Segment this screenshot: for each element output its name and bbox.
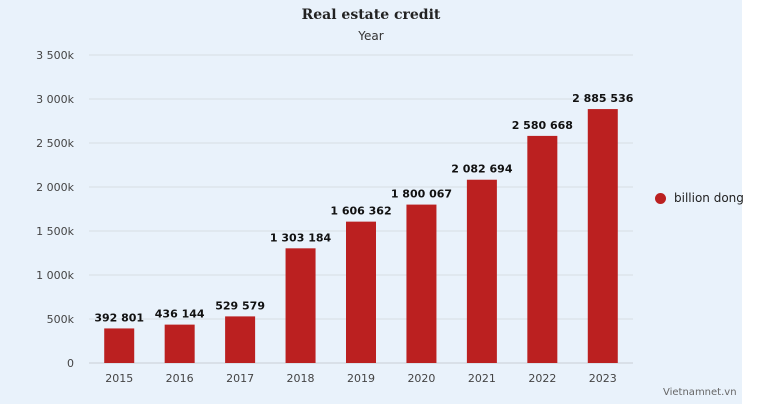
bar-2018[interactable] (285, 248, 316, 363)
y-tick-label: 1 000k (36, 269, 74, 282)
legend[interactable]: billion dong (655, 191, 744, 205)
y-tick-label: 0 (67, 357, 74, 370)
y-tick-label: 500k (47, 313, 75, 326)
legend-marker (655, 192, 666, 204)
bar-2022[interactable] (527, 135, 558, 363)
bar-2020[interactable] (406, 204, 437, 363)
bar-2015[interactable] (104, 328, 135, 363)
chart-title: Real estate credit (301, 7, 441, 23)
data-label-2018: 1 303 184 (270, 231, 332, 244)
legend-label: billion dong (674, 191, 744, 205)
x-tick-label: 2019 (347, 372, 375, 385)
bar-2019[interactable] (346, 221, 376, 363)
data-label-2019: 1 606 362 (330, 205, 391, 218)
data-label-2015: 392 801 (94, 311, 144, 324)
y-tick-label: 2 000k (36, 181, 74, 194)
x-tick-label: 2018 (287, 372, 315, 385)
bar-chart: 0 500k 1 000k 1 500k 2 000k 2 500k 3 000k 3 500… (36, 49, 634, 385)
bar-2016[interactable] (164, 324, 195, 363)
data-label-2022: 2 580 668 (512, 119, 573, 132)
y-tick-label: 2 500k (36, 137, 74, 150)
bar-2023[interactable] (587, 109, 618, 363)
data-label-2020: 1 800 067 (391, 188, 452, 201)
x-tick-label: 2020 (407, 372, 435, 385)
x-tick-label: 2015 (105, 372, 133, 385)
x-tick-label: 2016 (166, 372, 194, 385)
data-label-2017: 529 579 (215, 299, 265, 312)
y-tick-label: 3 500k (36, 49, 74, 62)
y-tick-label: 3 000k (36, 93, 74, 106)
x-tick-label: 2022 (528, 372, 556, 385)
data-label-2016: 436 144 (155, 308, 205, 321)
y-tick-label: 1 500k (36, 225, 74, 238)
chart-subtitle: Year (358, 29, 384, 43)
chart-panel: Real estate credit Year 0 500k 1 000k 1 500… (0, 0, 744, 404)
source-credit: Vietnamnet.vn (663, 387, 737, 398)
data-label-2023: 2 885 536 (572, 92, 634, 105)
data-label-2021: 2 082 694 (451, 163, 513, 176)
x-tick-label: 2021 (468, 372, 496, 385)
x-tick-label: 2017 (226, 372, 254, 385)
bar-2017[interactable] (225, 316, 256, 363)
bar-2021[interactable] (466, 179, 497, 363)
x-tick-label: 2023 (589, 372, 617, 385)
